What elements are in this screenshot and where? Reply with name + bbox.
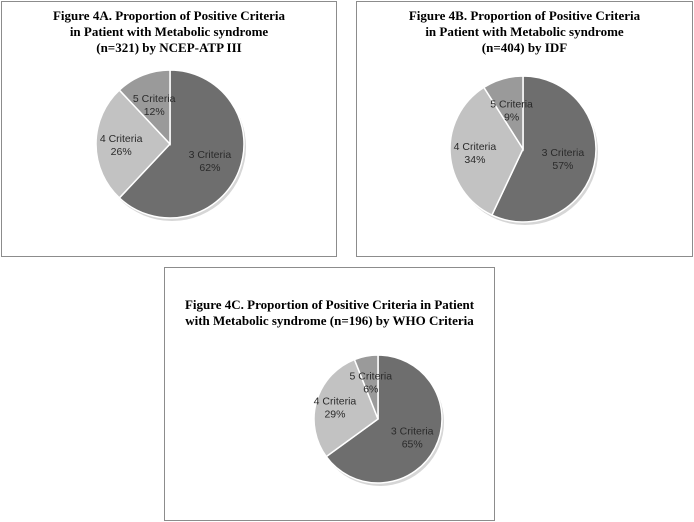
slice-label-percent: 34% xyxy=(464,154,485,166)
slice-label-percent: 12% xyxy=(144,106,165,118)
slice-label-name: 3 Criteria xyxy=(391,425,434,437)
pie-slice-3-criteria xyxy=(490,75,597,223)
pie-slice-3-criteria xyxy=(118,69,245,219)
slice-label-percent: 6% xyxy=(363,383,378,395)
slice-label-percent: 29% xyxy=(324,409,345,421)
chart-title-4c-line-1: Figure 4C. Proportion of Positive Criter… xyxy=(184,297,475,312)
chart-title-4a-line-3: (n=321) by NCEP-ATP III xyxy=(96,40,242,55)
chart-title-4a: Figure 4A. Proportion of Positive Criter… xyxy=(2,8,336,56)
pie-slice-5-criteria xyxy=(482,75,524,152)
slice-label-percent: 62% xyxy=(199,162,220,174)
slice-label-percent: 26% xyxy=(111,146,132,158)
chart-panel-4a: Figure 4A. Proportion of Positive Criter… xyxy=(1,1,337,257)
slice-label-name: 3 Criteria xyxy=(189,149,232,161)
chart-panel-4b: Figure 4B. Proportion of Positive Criter… xyxy=(356,1,693,257)
chart-title-4a-line-2: in Patient with Metabolic syndrome xyxy=(69,24,269,39)
pie-slice-4-criteria xyxy=(95,88,172,200)
chart-title-4a-line-1: Figure 4A. Proportion of Positive Criter… xyxy=(52,8,286,23)
slice-label-name: 5 Criteria xyxy=(133,93,176,105)
pie-slice-4-criteria xyxy=(449,86,524,217)
slice-label-name: 4 Criteria xyxy=(454,141,497,153)
chart-title-4c: Figure 4C. Proportion of Positive Criter… xyxy=(165,297,494,329)
pie-slice-4-criteria xyxy=(313,358,379,458)
chart-title-4b-line-2: in Patient with Metabolic syndrome xyxy=(425,24,624,39)
slice-label-percent: 9% xyxy=(504,112,519,124)
chart-title-4b-line-3: (n=404) by IDF xyxy=(481,40,568,55)
slice-label-percent: 57% xyxy=(552,160,573,172)
chart-panel-4c: Figure 4C. Proportion of Positive Criter… xyxy=(164,267,495,521)
slice-label-name: 4 Criteria xyxy=(314,396,357,408)
slice-label-percent: 65% xyxy=(402,438,423,450)
pie-slice-5-criteria xyxy=(118,69,171,146)
chart-title-4b: Figure 4B. Proportion of Positive Criter… xyxy=(357,8,692,56)
slice-label-name: 4 Criteria xyxy=(100,133,143,145)
slice-label-name: 5 Criteria xyxy=(490,99,533,111)
pie-slice-3-criteria xyxy=(325,354,443,484)
chart-title-4b-line-1: Figure 4B. Proportion of Positive Criter… xyxy=(408,8,641,23)
slice-label-name: 3 Criteria xyxy=(542,147,585,159)
slice-label-name: 5 Criteria xyxy=(349,370,392,382)
pie-slice-5-criteria xyxy=(353,354,379,420)
chart-title-4c-line-2: with Metabolic syndrome (n=196) by WHO C… xyxy=(185,313,474,328)
